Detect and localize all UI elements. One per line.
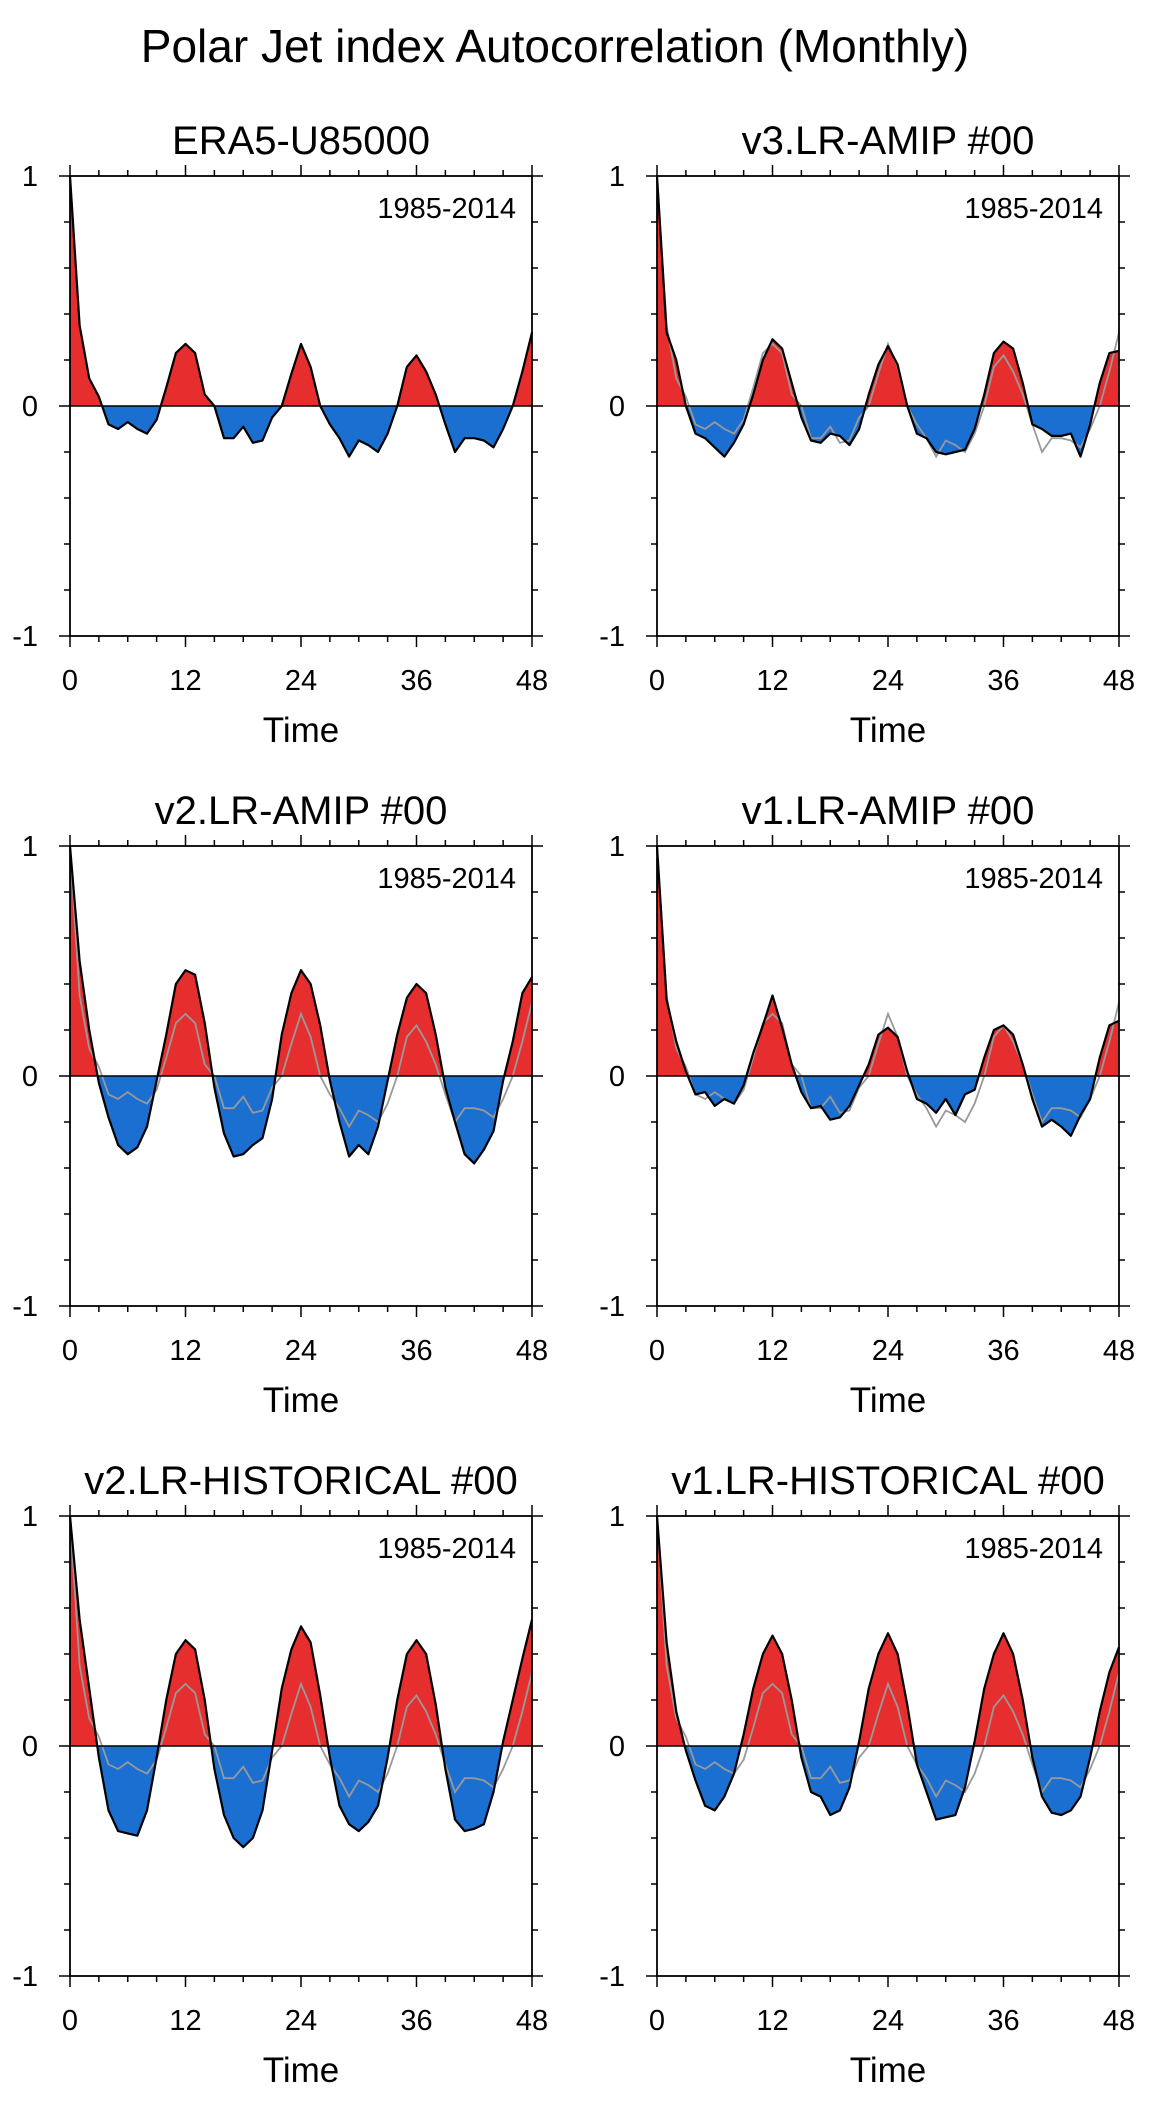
- x-tick-label: 36: [400, 1335, 432, 1367]
- x-axis-label: Time: [850, 711, 926, 750]
- y-tick-label: 0: [609, 391, 625, 423]
- series-line: [68, 1515, 534, 1849]
- x-tick-label: 36: [400, 665, 432, 697]
- panel-title: v2.LR-HISTORICAL #00: [84, 1459, 518, 1503]
- x-tick-label: 48: [1103, 2005, 1135, 2037]
- x-tick-label: 0: [649, 665, 665, 697]
- positive-area: [657, 176, 1119, 406]
- x-tick-label: 0: [62, 665, 78, 697]
- negative-area: [70, 1746, 532, 1848]
- chart-panel: v3.LR-AMIP #00 0 12 24 36 48 -1 0 1 1985-2014 Time: [599, 119, 1135, 750]
- panel-title: v2.LR-AMIP #00: [155, 789, 448, 833]
- x-axis-label: Time: [263, 2051, 339, 2090]
- x-tick-label: 48: [516, 665, 548, 697]
- x-tick-label: 24: [872, 2005, 904, 2037]
- x-tick-label: 0: [62, 2005, 78, 2037]
- series-line: [655, 175, 1120, 458]
- x-tick-label: 48: [516, 1335, 548, 1367]
- x-tick-label: 0: [649, 1335, 665, 1367]
- x-tick-label: 48: [1103, 1335, 1135, 1367]
- figure-title: Polar Jet index Autocorrelation (Monthly…: [141, 20, 969, 72]
- y-tick-label: 1: [609, 161, 625, 193]
- panel-title: v3.LR-AMIP #00: [742, 119, 1035, 163]
- x-tick-label: 48: [1103, 665, 1135, 697]
- period-label: 1985-2014: [377, 1533, 516, 1565]
- reference-series-line: [69, 1515, 533, 1799]
- period-label: 1985-2014: [964, 1533, 1103, 1565]
- x-tick-label: 24: [872, 665, 904, 697]
- y-tick-label: 0: [609, 1731, 625, 1763]
- positive-area: [657, 846, 1119, 1076]
- x-tick-label: 0: [649, 2005, 665, 2037]
- y-tick-label: 1: [609, 1501, 625, 1533]
- x-tick-label: 36: [400, 2005, 432, 2037]
- y-tick-label: -1: [12, 1961, 38, 1993]
- series-line: [68, 845, 533, 1165]
- negative-area: [70, 1076, 532, 1164]
- y-tick-label: 1: [609, 831, 625, 863]
- positive-area: [70, 176, 532, 406]
- x-tick-label: 12: [756, 665, 788, 697]
- chart-panel: v2.LR-AMIP #00 0 12 24 36 48 -1 0 1 1985-2014 Time: [12, 789, 548, 1420]
- y-tick-label: -1: [12, 621, 38, 653]
- x-tick-label: 36: [987, 665, 1019, 697]
- panel-title: v1.LR-AMIP #00: [742, 789, 1035, 833]
- x-axis-label: Time: [263, 711, 339, 750]
- negative-area: [657, 1746, 1119, 1820]
- x-tick-label: 0: [62, 1335, 78, 1367]
- x-tick-label: 24: [285, 2005, 317, 2037]
- panel-title: ERA5-U85000: [172, 119, 430, 163]
- y-tick-label: -1: [599, 1291, 625, 1323]
- positive-area: [657, 1516, 1119, 1746]
- y-tick-label: 1: [22, 831, 38, 863]
- x-tick-label: 12: [169, 2005, 201, 2037]
- period-label: 1985-2014: [964, 863, 1103, 895]
- x-tick-label: 12: [169, 665, 201, 697]
- x-tick-label: 36: [987, 2005, 1019, 2037]
- x-tick-label: 12: [756, 2005, 788, 2037]
- y-tick-label: 0: [609, 1061, 625, 1093]
- reference-series-line: [656, 175, 1120, 459]
- period-label: 1985-2014: [964, 193, 1103, 225]
- negative-area: [70, 406, 532, 457]
- x-tick-label: 12: [169, 1335, 201, 1367]
- y-tick-label: -1: [12, 1291, 38, 1323]
- y-tick-label: -1: [599, 1961, 625, 1993]
- x-axis-label: Time: [850, 2051, 926, 2090]
- x-tick-label: 48: [516, 2005, 548, 2037]
- x-tick-label: 24: [285, 665, 317, 697]
- x-tick-label: 36: [987, 1335, 1019, 1367]
- period-label: 1985-2014: [377, 193, 516, 225]
- period-label: 1985-2014: [377, 863, 516, 895]
- panel-title: v1.LR-HISTORICAL #00: [671, 1459, 1105, 1503]
- y-tick-label: 1: [22, 1501, 38, 1533]
- x-axis-label: Time: [263, 1381, 339, 1420]
- y-tick-label: 0: [22, 1731, 38, 1763]
- chart-panel: ERA5-U85000 0 12 24 36 48 -1 0 1 1985-2014 Time: [12, 119, 548, 750]
- positive-area: [70, 846, 532, 1076]
- chart-panel: v2.LR-HISTORICAL #00 0 12 24 36 48 -1 0 1 1985-20…: [12, 1459, 548, 2090]
- chart-panel: v1.LR-AMIP #00 0 12 24 36 48 -1 0 1 1985-2014 Time: [599, 789, 1135, 1420]
- x-tick-label: 24: [285, 1335, 317, 1367]
- x-tick-label: 24: [872, 1335, 904, 1367]
- negative-area: [657, 406, 1119, 457]
- y-tick-label: -1: [599, 621, 625, 653]
- x-tick-label: 12: [756, 1335, 788, 1367]
- series-line: [655, 845, 1120, 1137]
- y-tick-label: 1: [22, 161, 38, 193]
- y-tick-label: 0: [22, 391, 38, 423]
- series-line: [68, 175, 534, 458]
- chart-panel: v1.LR-HISTORICAL #00 0 12 24 36 48 -1 0 1 1985-20…: [599, 1459, 1135, 2090]
- x-axis-label: Time: [850, 1381, 926, 1420]
- y-tick-label: 0: [22, 1061, 38, 1093]
- positive-area: [70, 1516, 532, 1746]
- series-line: [655, 1515, 1121, 1821]
